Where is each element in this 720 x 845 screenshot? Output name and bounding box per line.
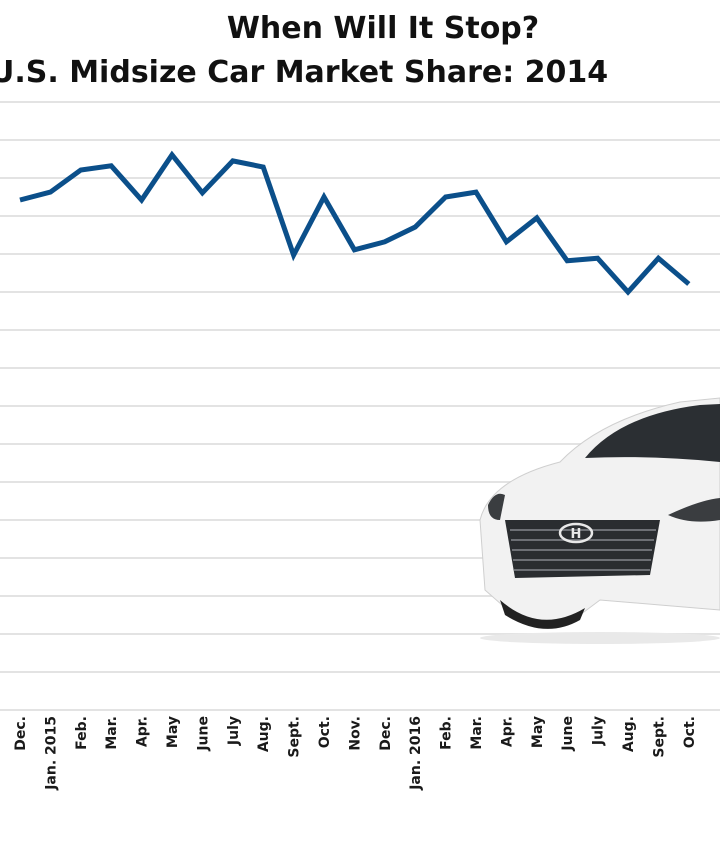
x-tick-label: Feb. bbox=[439, 716, 455, 750]
series-line-midsize-share bbox=[19, 150, 691, 296]
x-tick-label: May bbox=[165, 716, 181, 748]
x-tick-label: Feb. bbox=[74, 716, 90, 750]
x-tick-label: Mar. bbox=[469, 716, 485, 750]
x-tick-label: Mar. bbox=[104, 716, 120, 750]
x-tick-label: May bbox=[530, 716, 546, 748]
x-axis-ticks: Dec. Jan. 2015 Feb. Mar. Apr. May June July Aug.… bbox=[13, 716, 698, 791]
x-tick-label: Nov. bbox=[347, 716, 363, 751]
gridlines bbox=[0, 101, 720, 711]
x-tick-label: Sept. bbox=[651, 716, 667, 758]
x-tick-label: Jan. 2016 bbox=[408, 716, 424, 791]
chart-subtitle: U.S. Midsize Car Market Share: 2014 bbox=[0, 55, 608, 90]
x-tick-label: Dec. bbox=[378, 716, 394, 751]
x-tick-label: Oct. bbox=[317, 716, 333, 748]
x-tick-label: June bbox=[560, 716, 576, 752]
x-tick-label: Dec. bbox=[13, 716, 29, 751]
x-tick-label: June bbox=[195, 716, 211, 752]
car-photo: H bbox=[479, 397, 720, 644]
x-tick-label: Oct. bbox=[682, 716, 698, 748]
x-tick-label: Aug. bbox=[621, 716, 637, 752]
x-tick-label: Apr. bbox=[135, 716, 151, 747]
x-tick-label: Apr. bbox=[499, 716, 515, 747]
x-tick-label: Sept. bbox=[287, 716, 303, 758]
chart-title: When Will It Stop? bbox=[227, 11, 539, 46]
x-tick-label: July bbox=[226, 716, 242, 746]
x-tick-label: July bbox=[591, 716, 607, 746]
x-tick-label: Jan. 2015 bbox=[43, 716, 59, 791]
x-tick-label: Aug. bbox=[256, 716, 272, 752]
svg-text:H: H bbox=[571, 527, 582, 542]
